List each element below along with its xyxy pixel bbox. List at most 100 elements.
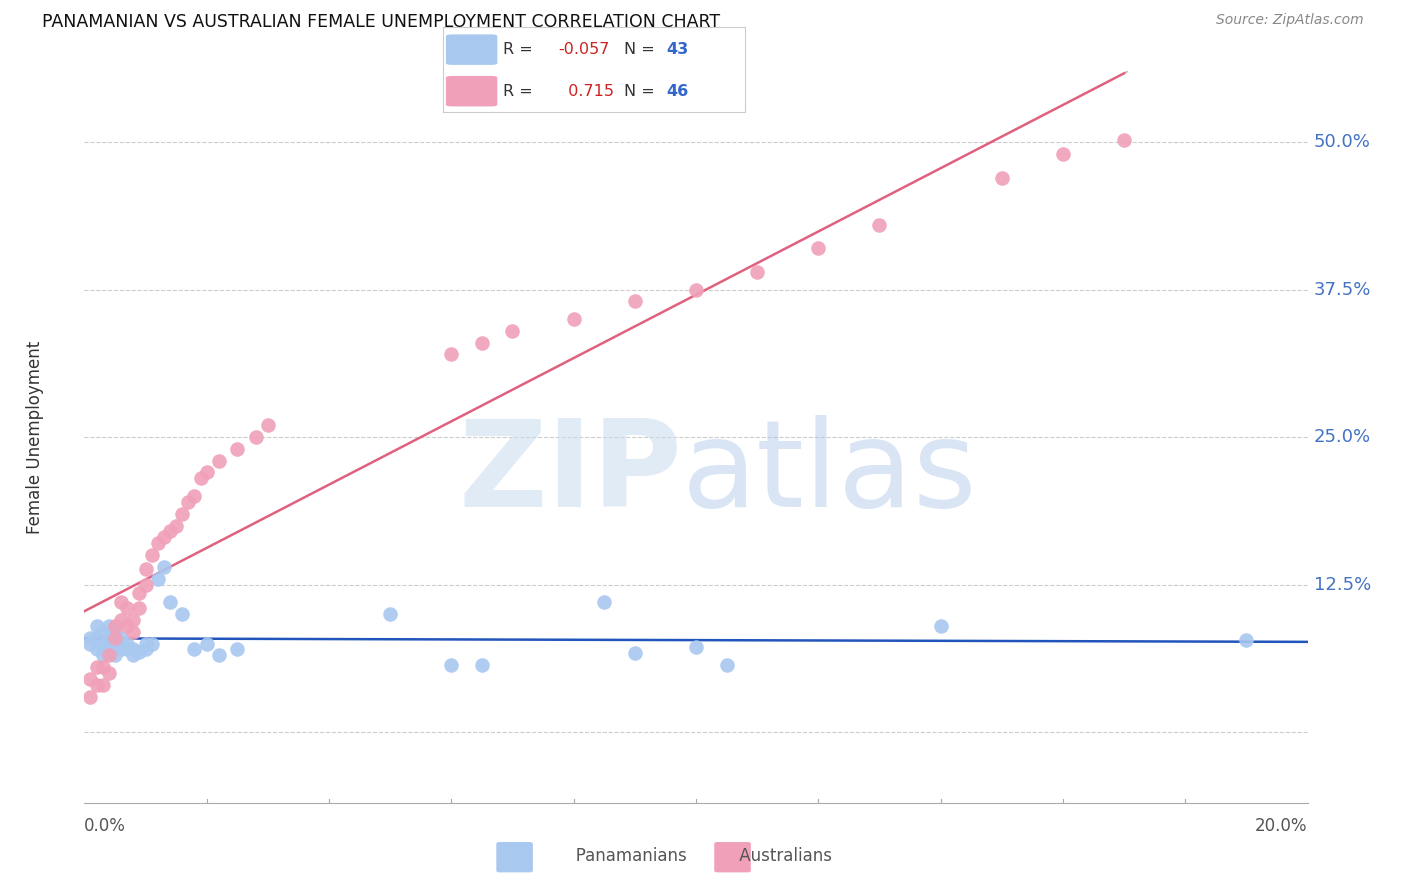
Point: [146, 536, 169, 550]
Point: [685, 283, 707, 297]
Point: [79, 690, 101, 704]
Point: [245, 430, 267, 444]
Point: [1234, 632, 1257, 647]
Point: [146, 572, 169, 586]
Point: [380, 607, 402, 621]
Point: [115, 642, 138, 657]
Point: [91, 624, 114, 639]
Text: 20.0%: 20.0%: [1256, 817, 1308, 835]
Point: [110, 631, 132, 645]
Point: [135, 636, 157, 650]
Point: [79, 631, 101, 645]
Point: [79, 672, 101, 686]
Point: [624, 646, 647, 660]
Point: [440, 347, 463, 361]
Point: [79, 636, 101, 650]
Point: [128, 601, 150, 615]
Point: [869, 218, 891, 232]
Text: 0.715: 0.715: [558, 84, 614, 99]
Point: [502, 324, 524, 338]
Point: [208, 453, 231, 467]
Point: [208, 648, 231, 663]
Point: [195, 636, 218, 650]
Point: [183, 489, 205, 503]
Point: [183, 642, 205, 657]
Text: N =: N =: [624, 42, 661, 57]
Point: [115, 619, 138, 633]
Point: [471, 335, 494, 350]
Point: [86, 631, 108, 645]
Point: [104, 636, 127, 650]
Point: [1114, 133, 1136, 147]
Point: [195, 466, 218, 480]
Point: [165, 518, 187, 533]
Text: -0.057: -0.057: [558, 42, 609, 57]
Point: [159, 595, 181, 609]
Text: 12.5%: 12.5%: [1313, 575, 1371, 593]
Point: [226, 442, 249, 456]
Point: [807, 241, 830, 255]
Text: Female Unemployment: Female Unemployment: [27, 341, 45, 533]
Text: 50.0%: 50.0%: [1313, 133, 1371, 151]
Text: Panamanians          Australians: Panamanians Australians: [560, 847, 832, 865]
Point: [153, 559, 176, 574]
Point: [97, 648, 120, 663]
Point: [685, 640, 707, 654]
Point: [86, 642, 108, 657]
Point: [135, 562, 157, 576]
Text: 43: 43: [666, 42, 689, 57]
Point: [91, 642, 114, 657]
Text: 46: 46: [666, 84, 689, 99]
Point: [110, 595, 132, 609]
Point: [128, 586, 150, 600]
Point: [190, 471, 212, 485]
Point: [91, 648, 114, 663]
Point: [104, 624, 127, 639]
Text: ZIP: ZIP: [458, 415, 682, 533]
Point: [624, 294, 647, 309]
Text: Source: ZipAtlas.com: Source: ZipAtlas.com: [1216, 13, 1364, 28]
Point: [122, 613, 145, 627]
Point: [104, 631, 127, 645]
Point: [86, 660, 108, 674]
Point: [110, 613, 132, 627]
Point: [1052, 147, 1074, 161]
Point: [159, 524, 181, 539]
Point: [135, 642, 157, 657]
Point: [122, 624, 145, 639]
Text: R =: R =: [503, 84, 538, 99]
Point: [97, 666, 120, 681]
Text: atlas: atlas: [682, 415, 977, 533]
Point: [141, 548, 163, 562]
Point: [86, 619, 108, 633]
Point: [97, 619, 120, 633]
Point: [122, 648, 145, 663]
Point: [115, 636, 138, 650]
Text: PANAMANIAN VS AUSTRALIAN FEMALE UNEMPLOYMENT CORRELATION CHART: PANAMANIAN VS AUSTRALIAN FEMALE UNEMPLOY…: [42, 13, 720, 31]
Point: [135, 577, 157, 591]
Point: [747, 265, 769, 279]
Point: [110, 642, 132, 657]
Point: [97, 642, 120, 657]
Point: [991, 170, 1014, 185]
Point: [86, 678, 108, 692]
Point: [122, 642, 145, 657]
Point: [257, 418, 280, 433]
Point: [471, 657, 494, 672]
Point: [91, 678, 114, 692]
Text: R =: R =: [503, 42, 538, 57]
Point: [97, 631, 120, 645]
Point: [929, 619, 952, 633]
Point: [141, 636, 163, 650]
Point: [104, 648, 127, 663]
Text: 0.0%: 0.0%: [84, 817, 127, 835]
FancyBboxPatch shape: [446, 35, 498, 65]
Point: [153, 530, 176, 544]
Point: [172, 507, 194, 521]
Text: 37.5%: 37.5%: [1313, 281, 1371, 299]
Point: [172, 607, 194, 621]
Text: 25.0%: 25.0%: [1313, 428, 1371, 446]
Point: [440, 657, 463, 672]
Point: [716, 657, 738, 672]
Point: [91, 636, 114, 650]
